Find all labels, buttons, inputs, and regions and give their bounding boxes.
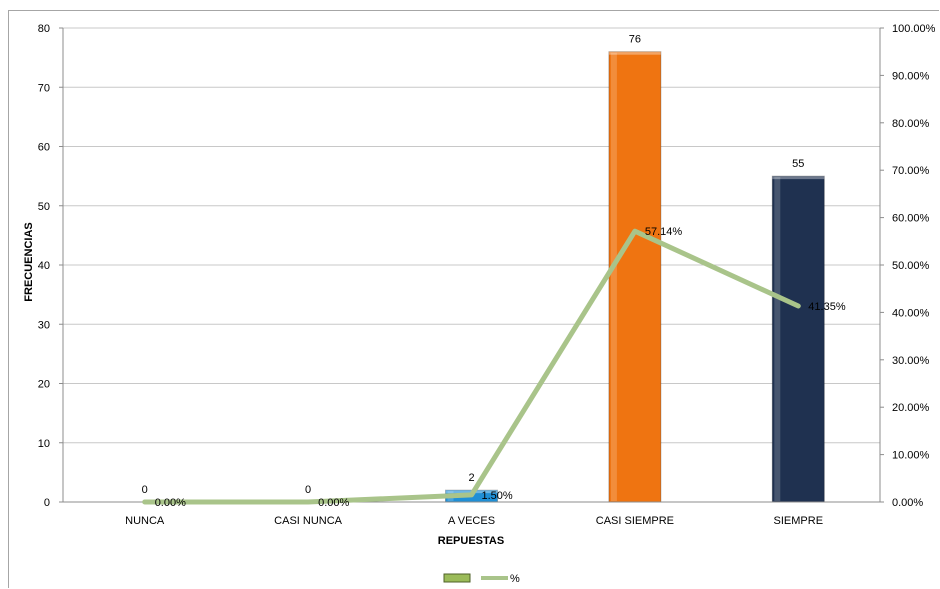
chart-frame: [8, 10, 939, 588]
